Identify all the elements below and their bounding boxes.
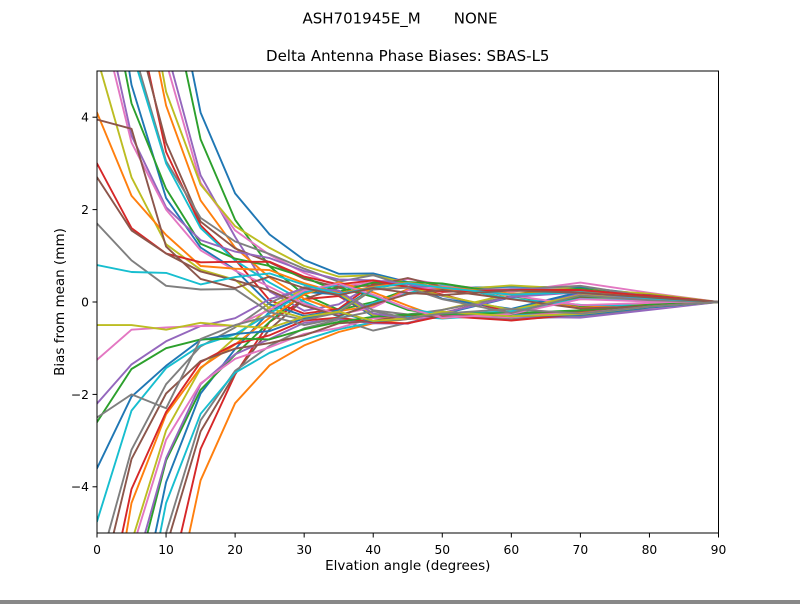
series-line-42 [97,301,719,419]
series-line-21 [128,71,719,317]
series-line-13 [146,286,719,533]
x-tick-label: 60 [504,543,520,557]
x-tick-label: 0 [93,543,101,557]
figure-suptitle: ASH701945E_M NONE [302,10,497,29]
axes-title: Delta Antenna Phase Biases: SBAS-L5 [266,47,549,65]
x-tick-label: 20 [227,543,243,557]
x-axis-label: Elvation angle (degrees) [325,558,490,574]
x-tick-label: 30 [296,543,312,557]
x-tick-label: 90 [711,543,727,557]
series-line-4 [180,289,719,533]
x-tick-label: 40 [365,543,381,557]
series-line-19 [133,288,719,533]
y-tick-label: −2 [71,388,89,402]
series-line-41 [97,118,719,303]
y-tick-label: 4 [81,111,89,125]
x-tick-label: 70 [573,543,589,557]
x-tick-label: 10 [158,543,174,557]
plot-lines [97,71,719,533]
y-tick-label: 0 [81,295,89,309]
x-tick-label: 80 [642,543,658,557]
x-axis-ticks: 0 10 20 30 40 50 60 70 80 90 [93,533,726,557]
y-tick-label: 2 [81,203,89,217]
series-line-5 [171,71,719,312]
series-line-36 [97,176,719,317]
y-axis-ticks: −4 −2 0 2 4 [71,111,97,494]
series-line-6 [169,286,719,533]
series-line-40 [97,264,719,303]
series-line-39 [97,301,719,331]
series-line-11 [154,288,719,533]
x-tick-label: 50 [434,543,450,557]
y-axis-label: Bias from mean (mm) [52,228,68,376]
y-tick-label: −4 [71,480,89,494]
